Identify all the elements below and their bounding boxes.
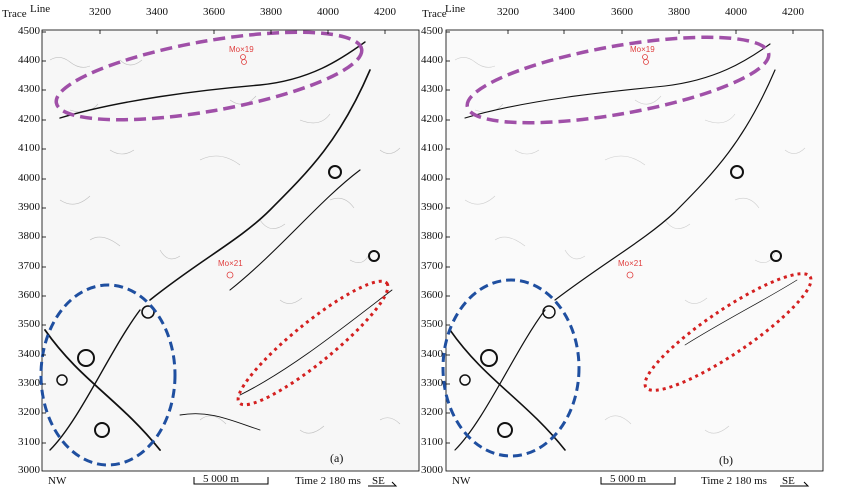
attribute-map-b [441, 29, 824, 487]
scale-bar [193, 477, 269, 485]
x-tick-label: 4000 [725, 6, 747, 18]
x-tick-label: 3600 [203, 6, 225, 18]
se-label: SE [372, 475, 385, 487]
y-tick-label: 3000 [18, 464, 40, 476]
tick-marks [446, 30, 794, 444]
se-arrow [780, 481, 810, 487]
x-tick-label: 4200 [782, 6, 804, 18]
nw-label: NW [452, 475, 471, 487]
y-tick-label: 4400 [18, 54, 40, 66]
y-tick-label: 3500 [18, 318, 40, 330]
y-tick-label: 4200 [421, 113, 443, 125]
blue-ellipse [39, 283, 177, 467]
purple-ellipse [465, 35, 771, 125]
y-tick-label: 3900 [421, 201, 443, 213]
x-tick-label: 3200 [497, 6, 519, 18]
well-label-mox21: Mo×21 [218, 259, 243, 268]
scale-label: 5 000 m [610, 473, 647, 485]
well-markers [626, 54, 649, 279]
x-tick-label: 3800 [260, 6, 282, 18]
y-tick-label: 3800 [421, 230, 443, 242]
y-tick-label: 3700 [18, 260, 40, 272]
line-axis-title: Line [30, 3, 51, 15]
y-tick-label: 3300 [421, 377, 443, 389]
y-tick-label: 3400 [18, 348, 40, 360]
fault-lineaments [44, 41, 393, 451]
nw-label: NW [48, 475, 67, 487]
y-tick-label: 4500 [18, 25, 40, 37]
x-tick-label: 3400 [146, 6, 168, 18]
panel-b: Trace Line 3200 3400 3600 3800 4000 4200… [421, 0, 850, 494]
x-tick-label: 3600 [611, 6, 633, 18]
fault-lineaments [449, 43, 798, 451]
y-tick-label: 3200 [421, 406, 443, 418]
scale-label: 5 000 m [203, 473, 240, 485]
attribute-map-a [39, 29, 420, 487]
trace-axis-title: Trace [422, 8, 447, 20]
se-arrow [368, 481, 398, 487]
y-tick-label: 3200 [18, 406, 40, 418]
y-tick-label: 3000 [421, 464, 443, 476]
time-label: Time 2 180 ms [295, 475, 361, 487]
y-tick-label: 3900 [18, 201, 40, 213]
well-label-mox19: Mo×19 [229, 45, 254, 54]
panel-label: (b) [719, 453, 733, 467]
purple-ellipse [54, 30, 364, 122]
x-tick-label: 3800 [668, 6, 690, 18]
map-frame [41, 29, 420, 472]
well-label-mox19: Mo×19 [630, 45, 655, 54]
y-tick-label: 4400 [421, 54, 443, 66]
well-label-mox21: Mo×21 [618, 259, 643, 268]
y-tick-label: 3800 [18, 230, 40, 242]
time-label: Time 2 180 ms [701, 475, 767, 487]
y-tick-label: 4000 [421, 172, 443, 184]
y-tick-label: 3100 [18, 436, 40, 448]
y-tick-label: 4000 [18, 172, 40, 184]
tick-marks [42, 30, 386, 444]
y-tick-label: 4100 [421, 142, 443, 154]
y-tick-label: 4200 [18, 113, 40, 125]
y-tick-label: 4300 [421, 83, 443, 95]
x-tick-label: 4200 [374, 6, 396, 18]
line-axis-title: Line [445, 3, 466, 15]
well-markers [226, 54, 247, 279]
y-tick-label: 3300 [18, 377, 40, 389]
panel-a: Trace Line 3200 3400 3600 3800 4000 4200… [2, 3, 420, 487]
map-frame [445, 29, 824, 472]
x-tick-label: 4000 [317, 6, 339, 18]
panel-label: (a) [330, 451, 344, 465]
se-label: SE [782, 475, 795, 487]
y-tick-label: 3100 [421, 436, 443, 448]
y-tick-label: 3700 [421, 260, 443, 272]
scale-bar [600, 477, 676, 485]
blue-ellipse [441, 278, 581, 458]
y-tick-label: 3600 [421, 289, 443, 301]
red-ellipse [236, 279, 390, 407]
y-tick-label: 3500 [421, 318, 443, 330]
y-tick-label: 3400 [421, 348, 443, 360]
y-tick-label: 4300 [18, 83, 40, 95]
trace-axis-title: Trace [2, 8, 27, 20]
y-tick-label: 4100 [18, 142, 40, 154]
y-tick-label: 4500 [421, 25, 443, 37]
x-tick-label: 3400 [553, 6, 575, 18]
y-tick-label: 3600 [18, 289, 40, 301]
x-tick-label: 3200 [89, 6, 111, 18]
